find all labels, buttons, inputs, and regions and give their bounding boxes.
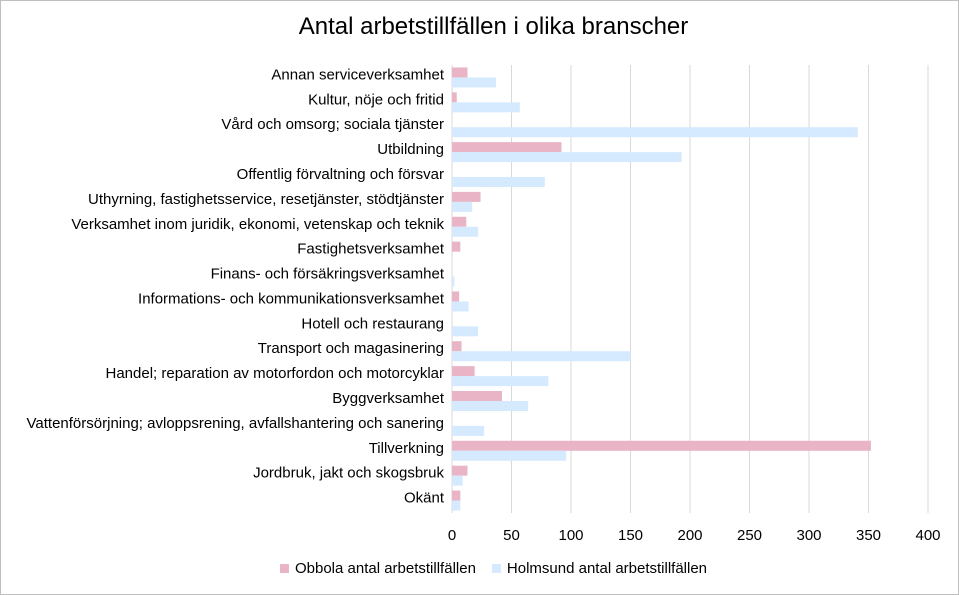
bar-obbola [452, 241, 461, 252]
bar-holmsund [452, 425, 485, 436]
bar-holmsund [452, 102, 520, 113]
category-label: Fastighetsverksamhet [297, 241, 445, 258]
legend: Obbola antal arbetstillfällen Holmsund an… [1, 560, 959, 577]
category-label: Informations- och kommunikationsverksamh… [138, 290, 445, 307]
x-tick-label: 250 [737, 527, 762, 544]
bar-obbola [452, 92, 457, 103]
category-label: Byggverksamhet [332, 390, 445, 407]
chart-title: Antal arbetstillfällen i olika branscher [298, 13, 689, 40]
legend-swatch [491, 564, 501, 573]
bar-obbola [452, 465, 468, 476]
bar-holmsund [452, 77, 497, 88]
bar-obbola [452, 216, 467, 227]
bar-holmsund [452, 326, 479, 337]
bar-holmsund [452, 127, 858, 138]
bar-obbola [452, 490, 461, 501]
x-tick-label: 150 [618, 527, 643, 544]
category-label: Kultur, nöje och fritid [308, 91, 444, 108]
legend-item-holmsund: Holmsund antal arbetstillfällen [491, 560, 708, 577]
legend-item-obbola: Obbola antal arbetstillfällen [279, 560, 476, 577]
bar-holmsund [452, 351, 631, 362]
category-label: Tillverkning [369, 440, 444, 457]
bar-holmsund [452, 475, 463, 486]
category-label: Annan serviceverksamhet [271, 66, 444, 83]
bar-obbola [452, 67, 468, 78]
category-label: Transport och magasinering [258, 340, 444, 357]
category-label: Utbildning [377, 141, 444, 158]
category-label: Vård och omsorg; sociala tjänster [221, 116, 444, 133]
category-label: Uthyrning, fastighetsservice, resetjänst… [88, 191, 444, 208]
x-tick-label: 350 [856, 527, 881, 544]
x-tick-label: 50 [503, 527, 520, 544]
bar-holmsund [452, 201, 473, 212]
bar-obbola [452, 142, 562, 153]
legend-swatch [279, 564, 289, 573]
bar-obbola [452, 391, 502, 401]
bar-obbola [452, 440, 871, 451]
bar-holmsund [452, 177, 545, 187]
category-label: Jordbruk, jakt och skogsbruk [253, 465, 444, 482]
category-label: Handel; reparation av motorfordon och mo… [106, 365, 445, 382]
bar-holmsund [452, 401, 529, 411]
category-label: Okänt [404, 490, 445, 507]
bar-holmsund [452, 276, 455, 287]
category-label: Offentlig förvaltning och försvar [237, 166, 444, 183]
x-tick-label: 200 [677, 527, 702, 544]
category-label: Hotell och restaurang [301, 315, 444, 332]
x-tick-label: 0 [448, 527, 456, 544]
x-tick-label: 300 [796, 527, 821, 544]
legend-label: Holmsund antal arbetstillfällen [506, 560, 708, 577]
x-tick-label: 100 [558, 527, 583, 544]
category-label: Verksamhet inom juridik, ekonomi, vetens… [71, 216, 444, 233]
bar-obbola [452, 191, 481, 202]
x-tick-label: 400 [915, 527, 940, 544]
bar-obbola [452, 366, 475, 377]
bar-holmsund [452, 450, 567, 461]
legend-label: Obbola antal arbetstillfällen [294, 560, 476, 577]
bar-holmsund [452, 500, 461, 511]
bar-holmsund [452, 301, 469, 312]
category-label: Vattenförsörjning; avloppsrening, avfall… [27, 415, 444, 432]
category-label: Finans- och försäkringsverksamhet [211, 266, 445, 283]
bar-obbola [452, 291, 460, 302]
bar-holmsund [452, 152, 682, 163]
bar-holmsund [452, 376, 549, 387]
bar-holmsund [452, 226, 479, 237]
bar-obbola [452, 341, 462, 352]
